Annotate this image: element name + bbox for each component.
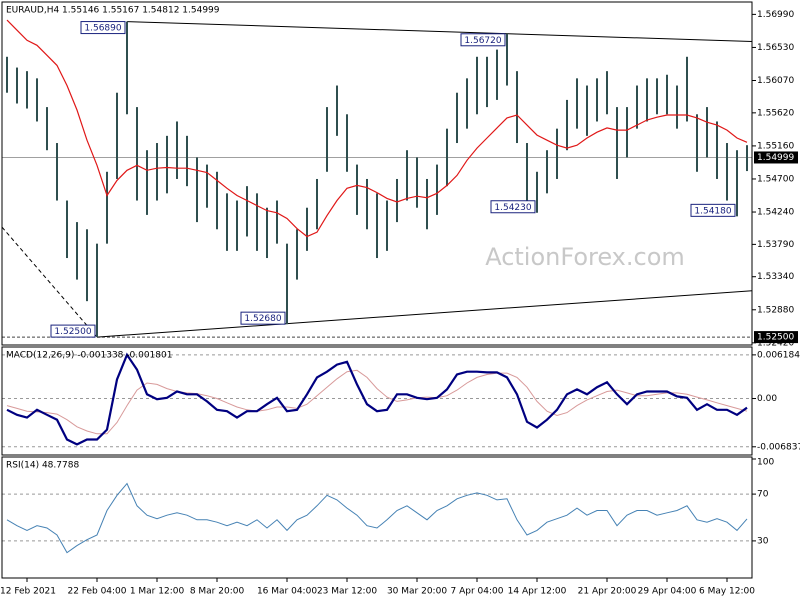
trend-line: [126, 21, 752, 43]
y-tick-label: 1.54700: [757, 174, 794, 184]
y-tick-label: 0.00: [757, 394, 777, 404]
plot-area: ActionForex.com: [2, 19, 752, 338]
panel-title: MACD(12,26,9) -0.001338 -0.001801: [6, 351, 172, 361]
x-tick-label: 30 Mar 20:00: [387, 587, 447, 597]
annotation-box: [50, 324, 96, 338]
annotation-label: 1.54180: [694, 206, 731, 216]
price-label-box: [754, 151, 798, 164]
trend-line: [2, 226, 98, 338]
panel-border: [1, 346, 753, 456]
x-tick-label: 14 Apr 12:00: [508, 587, 567, 597]
panel-border: [1, 1, 753, 346]
y-tick-label: 1.56990: [757, 10, 794, 20]
price-label-box: [754, 331, 798, 344]
y-tick-label: 1.55160: [757, 141, 794, 151]
y-tick-label: 1.53340: [757, 272, 794, 282]
series-line: [6, 352, 748, 446]
x-tick-label: 22 Feb 04:00: [67, 587, 126, 597]
x-tick-label: 12 Feb 2021: [0, 587, 56, 597]
x-tick-label: 8 Mar 20:00: [190, 587, 245, 597]
series-line: [6, 19, 748, 238]
plot-area: [2, 352, 752, 448]
annotation-box: [80, 21, 126, 35]
x-tick-label: 16 Mar 04:00: [257, 587, 317, 597]
plot-area: [2, 482, 752, 554]
y-tick-label: 1.55620: [757, 108, 794, 118]
x-tick-label: 1 Mar 12:00: [130, 587, 185, 597]
annotation-box: [460, 33, 506, 47]
y-tick-label: -0.006837: [757, 442, 800, 452]
price-label: 1.52500: [757, 333, 794, 343]
x-tick-label: 21 Apr 20:00: [578, 587, 637, 597]
watermark: ActionForex.com: [485, 243, 685, 271]
annotation-label: 1.56720: [464, 36, 501, 46]
price-label: 1.54999: [757, 153, 794, 163]
annotation-label: 1.56890: [84, 24, 121, 34]
y-tick-label: 1.56070: [757, 76, 794, 86]
x-tick-label: 7 Apr 04:00: [451, 587, 504, 597]
y-tick-label: 1.54240: [757, 208, 794, 218]
y-tick-label: 1.56530: [757, 43, 794, 53]
x-tick-label: 29 Apr 04:00: [638, 587, 697, 597]
y-tick-label: 1.53790: [757, 240, 794, 250]
y-tick-label: 1.52880: [757, 305, 794, 315]
panel-title: EURAUD,H4 1.55146 1.55167 1.54812 1.5499…: [6, 6, 220, 16]
annotation-label: 1.52500: [54, 327, 91, 337]
annotation-label: 1.54230: [494, 203, 531, 213]
panel-border: [1, 456, 753, 579]
series-line: [6, 482, 748, 554]
panel-title: RSI(14) 48.7788: [6, 461, 79, 471]
annotation-box: [240, 311, 286, 325]
y-tick-label: 1.52420: [757, 338, 794, 348]
trend-line: [96, 290, 752, 338]
annotation-box: [490, 200, 536, 214]
series-line: [6, 369, 748, 435]
y-tick-label: 0.006184: [757, 350, 800, 360]
x-tick-label: 6 May 12:00: [699, 587, 755, 597]
annotation-label: 1.52680: [244, 314, 281, 324]
annotation-box: [690, 203, 736, 217]
y-tick-label: 70: [757, 490, 769, 500]
y-tick-label: 30: [757, 536, 769, 546]
x-tick-label: 23 Mar 12:00: [317, 587, 377, 597]
y-tick-label: 100: [757, 458, 774, 468]
